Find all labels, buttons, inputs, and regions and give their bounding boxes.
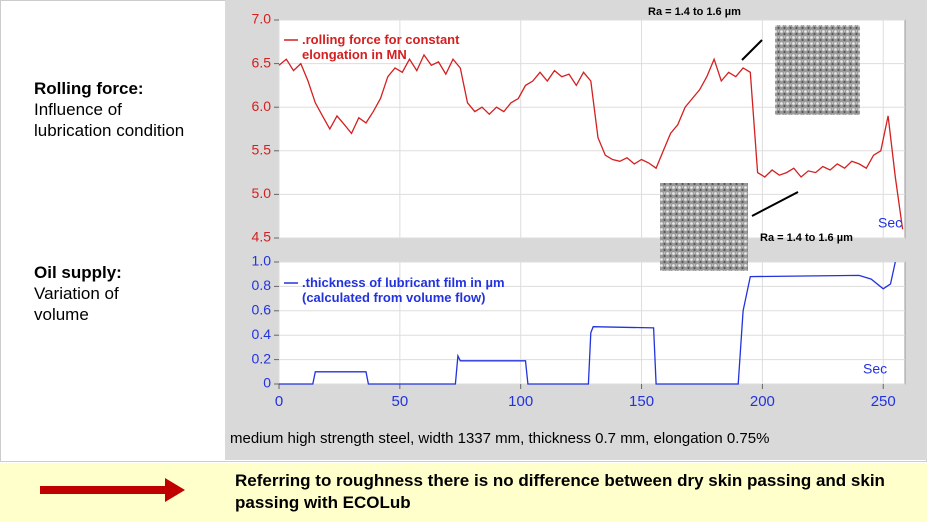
x-tick-label: 200 [750, 393, 775, 410]
annotation: Ra = 1.4 to 1.6 µm [760, 232, 853, 244]
charts: 4.5 5.0 5.5 6.0 6.5 7.0 Ra = 1.4 to 1.6 µm Ra =… [0, 0, 927, 460]
y-tick-label: 5.0 [252, 185, 272, 201]
y-tick-label: 0 [263, 375, 271, 391]
y-tick-label: 0.2 [252, 350, 272, 366]
arrow [40, 475, 190, 505]
roughness-image [660, 183, 748, 271]
x-tick-label: 0 [275, 393, 283, 410]
caption: medium high strength steel, width 1337 m… [230, 430, 769, 447]
annotation: Sec [878, 215, 902, 231]
annotation: Ra = 1.4 to 1.6 µm [648, 6, 741, 18]
y-tick-label: 7.0 [252, 11, 272, 27]
annotation: Sec [863, 361, 887, 377]
conclusion: Referring to roughness there is no diffe… [235, 470, 925, 514]
y-tick-label: 6.0 [252, 98, 272, 114]
y-tick-label: 5.5 [252, 142, 272, 158]
y-tick-label: 0.6 [252, 302, 272, 318]
slide: Rolling force: Influence of lubrication … [0, 0, 927, 522]
roughness-image [775, 25, 860, 115]
y-tick-label: 1.0 [252, 253, 272, 269]
legend-label: .rolling force for constant elongation i… [302, 32, 502, 62]
x-tick-label: 150 [629, 393, 654, 410]
x-tick-label: 250 [871, 393, 896, 410]
y-tick-label: 0.4 [252, 326, 272, 342]
x-tick-label: 50 [392, 393, 409, 410]
y-tick-label: 0.8 [252, 277, 272, 293]
y-tick-label: 6.5 [252, 54, 272, 70]
x-tick-label: 100 [508, 393, 533, 410]
legend-label: .thickness of lubricant film in µm (calc… [302, 275, 532, 305]
y-tick-label: 4.5 [252, 229, 272, 245]
